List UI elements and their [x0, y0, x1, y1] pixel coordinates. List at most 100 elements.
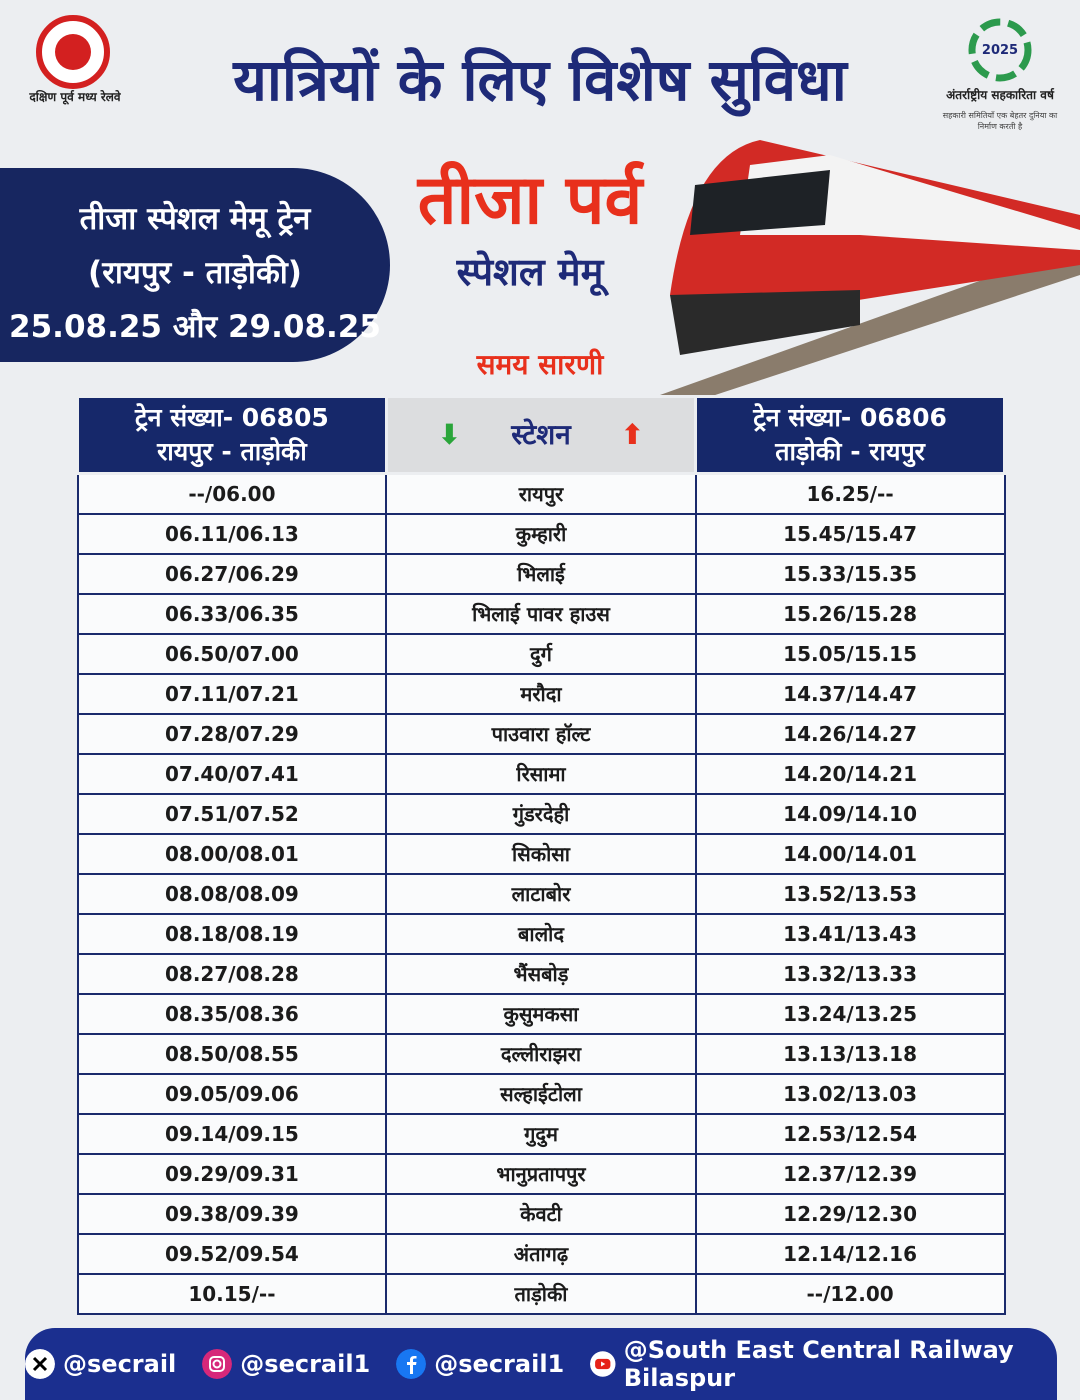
time-cell: 14.26/14.27 [694, 712, 1006, 755]
station-cell: दल्लीराझरा [385, 1032, 697, 1075]
schedule-label: समय सारणी [476, 348, 604, 381]
table-row: 08.18/08.19 बालोद 13.41/13.43 [76, 912, 1006, 955]
time-cell: 16.25/-- [694, 472, 1006, 515]
up-arrow: ⬆ [620, 418, 645, 451]
station-cell: केवटी [385, 1192, 697, 1235]
station-cell: अंतागढ़ [385, 1232, 697, 1275]
social-youtube[interactable]: @South East Central Railway Bilaspur [590, 1336, 1057, 1392]
time-cell: 07.51/07.52 [76, 792, 388, 835]
social-facebook[interactable]: @secrail1 [396, 1349, 564, 1379]
table-row: 09.05/09.06 सल्हाईटोला 13.02/13.03 [76, 1072, 1006, 1115]
station-cell: लाटाबोर [385, 872, 697, 915]
table-row: 06.50/07.00 दुर्ग 15.05/15.15 [76, 632, 1006, 675]
railway-logo [36, 15, 110, 89]
time-cell: 13.13/13.18 [694, 1032, 1006, 1075]
table-row: 07.51/07.52 गुंडरदेही 14.09/14.10 [76, 792, 1006, 835]
table-row: 08.27/08.28 भैंसबोड़ 13.32/13.33 [76, 952, 1006, 995]
time-cell: 12.37/12.39 [694, 1152, 1006, 1195]
table-row: 06.33/06.35 भिलाई पावर हाउस 15.26/15.28 [76, 592, 1006, 635]
header-line: स्टेशन [511, 418, 571, 451]
youtube-icon [590, 1351, 616, 1377]
handle: @secrail1 [434, 1350, 565, 1378]
col-header: ट्रेन संख्या- 06806 ताड़ोकी - रायपुर [694, 395, 1006, 475]
time-cell: 15.45/15.47 [694, 512, 1006, 555]
table-row: 06.11/06.13 कुम्हारी 15.45/15.47 [76, 512, 1006, 555]
station-cell: सल्हाईटोला [385, 1072, 697, 1115]
time-cell: 15.05/15.15 [694, 632, 1006, 675]
time-cell: 07.28/07.29 [76, 712, 388, 755]
down-arrow: ⬇ [437, 418, 462, 451]
time-cell: 09.52/09.54 [76, 1232, 388, 1275]
table-row: 10.15/-- ताड़ोकी --/12.00 [76, 1272, 1006, 1315]
footer: @secrail @secrail1 @secrail1 @South East… [25, 1328, 1057, 1400]
table-row: 08.08/08.09 लाटाबोर 13.52/13.53 [76, 872, 1006, 915]
station-cell: कुसुमकसा [385, 992, 697, 1035]
time-cell: 10.15/-- [76, 1272, 388, 1315]
social-instagram[interactable]: @secrail1 [202, 1349, 370, 1379]
station-cell: भिलाई पावर हाउस [385, 592, 697, 635]
time-cell: 09.29/09.31 [76, 1152, 388, 1195]
station-cell: बालोद [385, 912, 697, 955]
station-cell: पाउवारा हॉल्ट [385, 712, 697, 755]
station-cell: भिलाई [385, 552, 697, 595]
festival: तीजा पर्व [417, 161, 643, 240]
time-cell: 09.14/09.15 [76, 1112, 388, 1155]
panel-line: तीजा स्पेशल मेमू ट्रेन [79, 201, 311, 237]
badge-title: अंतर्राष्ट्रीय सहकारिता वर्ष [946, 88, 1054, 102]
time-cell: 13.02/13.03 [694, 1072, 1006, 1115]
time-cell: 12.29/12.30 [694, 1192, 1006, 1235]
time-cell: 14.37/14.47 [694, 672, 1006, 715]
station-cell: रिसामा [385, 752, 697, 795]
table-row: 08.35/08.36 कुसुमकसा 13.24/13.25 [76, 992, 1006, 1035]
table-row: --/06.00 रायपुर 16.25/-- [76, 472, 1006, 515]
social-x[interactable]: @secrail [25, 1349, 176, 1379]
time-cell: 13.32/13.33 [694, 952, 1006, 995]
time-cell: 06.33/06.35 [76, 592, 388, 635]
time-cell: --/06.00 [76, 472, 388, 515]
time-cell: 08.08/08.09 [76, 872, 388, 915]
time-cell: 08.50/08.55 [76, 1032, 388, 1075]
station-cell: भैंसबोड़ [385, 952, 697, 995]
handle: @secrail1 [240, 1350, 371, 1378]
table-row: 08.50/08.55 दल्लीराझरा 13.13/13.18 [76, 1032, 1006, 1075]
station-cell: गुदुम [385, 1112, 697, 1155]
header-line: रायपुर - ताड़ोकी [157, 437, 307, 466]
header-line: ट्रेन संख्या- 06805 [135, 403, 329, 432]
header-line: ट्रेन संख्या- 06806 [753, 403, 947, 432]
table-row: 07.11/07.21 मरौदा 14.37/14.47 [76, 672, 1006, 715]
year-logo: 2025 [968, 18, 1032, 82]
time-cell: 14.00/14.01 [694, 832, 1006, 875]
col-header: ⬇ स्टेशन ⬆ [384, 395, 698, 475]
x-icon [25, 1349, 55, 1379]
header-line: ताड़ोकी - रायपुर [775, 437, 925, 466]
time-cell: --/12.00 [694, 1272, 1006, 1315]
org-name: दक्षिण पूर्व मध्य रेलवे [29, 90, 121, 104]
time-cell: 15.26/15.28 [694, 592, 1006, 635]
info-panel: तीजा स्पेशल मेमू ट्रेन (रायपुर - ताड़ोकी… [0, 168, 390, 362]
table-row: 09.29/09.31 भानुप्रतापपुर 12.37/12.39 [76, 1152, 1006, 1195]
time-cell: 08.27/08.28 [76, 952, 388, 995]
panel-line: (रायपुर - ताड़ोकी) [88, 255, 302, 291]
timetable: ट्रेन संख्या- 06805 रायपुर - ताड़ोकी ⬇ स्ट… [76, 395, 1006, 1315]
time-cell: 13.24/13.25 [694, 992, 1006, 1035]
station-cell: रायपुर [385, 472, 697, 515]
time-cell: 09.38/09.39 [76, 1192, 388, 1235]
table-row: 09.52/09.54 अंतागढ़ 12.14/12.16 [76, 1232, 1006, 1275]
table-row: 09.14/09.15 गुदुम 12.53/12.54 [76, 1112, 1006, 1155]
time-cell: 09.05/09.06 [76, 1072, 388, 1115]
station-cell: भानुप्रतापपुर [385, 1152, 697, 1195]
station-cell: सिकोसा [385, 832, 697, 875]
time-cell: 08.35/08.36 [76, 992, 388, 1035]
badge-tagline: सहकारी समितियाँ एक बेहतर दुनिया का निर्म… [942, 111, 1058, 131]
time-cell: 08.18/08.19 [76, 912, 388, 955]
time-cell: 06.50/07.00 [76, 632, 388, 675]
table-row: 07.28/07.29 पाउवारा हॉल्ट 14.26/14.27 [76, 712, 1006, 755]
time-cell: 06.27/06.29 [76, 552, 388, 595]
col-header: ट्रेन संख्या- 06805 रायपुर - ताड़ोकी [76, 395, 388, 475]
station-cell: ताड़ोकी [385, 1272, 697, 1315]
instagram-icon [202, 1349, 233, 1379]
time-cell: 14.09/14.10 [694, 792, 1006, 835]
station-cell: मरौदा [385, 672, 697, 715]
time-cell: 08.00/08.01 [76, 832, 388, 875]
